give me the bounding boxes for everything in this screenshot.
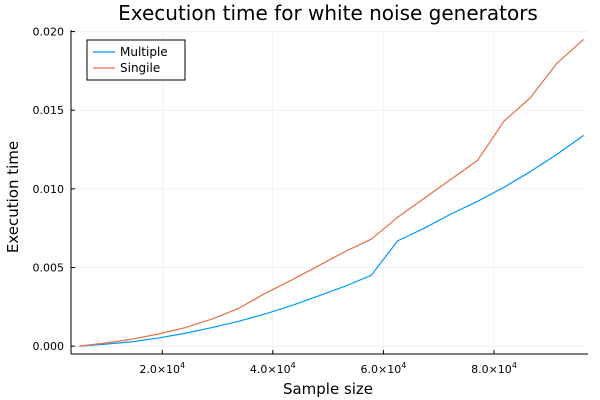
y-tick-label-4: 0.020 [33, 26, 65, 39]
x-tick-label-2: 6.0×104 [361, 361, 407, 376]
y-axis-label: Execution time [4, 141, 22, 253]
series-line-singile [79, 38, 584, 347]
x-axis-label: Sample size [283, 380, 373, 398]
y-tick-label-2: 0.010 [33, 183, 65, 196]
y-tick-label-3: 0.015 [33, 104, 65, 117]
axes [70, 30, 588, 355]
legend-label-singile: Singile [120, 61, 160, 75]
x-tick-label-1: 4.0×104 [250, 361, 296, 376]
chart-title: Execution time for white noise generator… [118, 1, 538, 25]
legend: Multiple Singile [86, 39, 186, 81]
legend-box [86, 39, 186, 81]
series-line-multiple [79, 134, 584, 347]
tick-labels: 2.0×104 4.0×104 6.0×104 8.0×104 0.000 0.005 0.… [33, 26, 517, 376]
y-tick-label-1: 0.005 [33, 261, 65, 274]
y-tick-label-0: 0.000 [33, 340, 65, 353]
x-tick-label-0: 2.0×104 [139, 361, 185, 376]
legend-label-multiple: Multiple [120, 45, 168, 59]
x-tick-label-3: 8.0×104 [471, 361, 517, 376]
series [79, 38, 584, 347]
